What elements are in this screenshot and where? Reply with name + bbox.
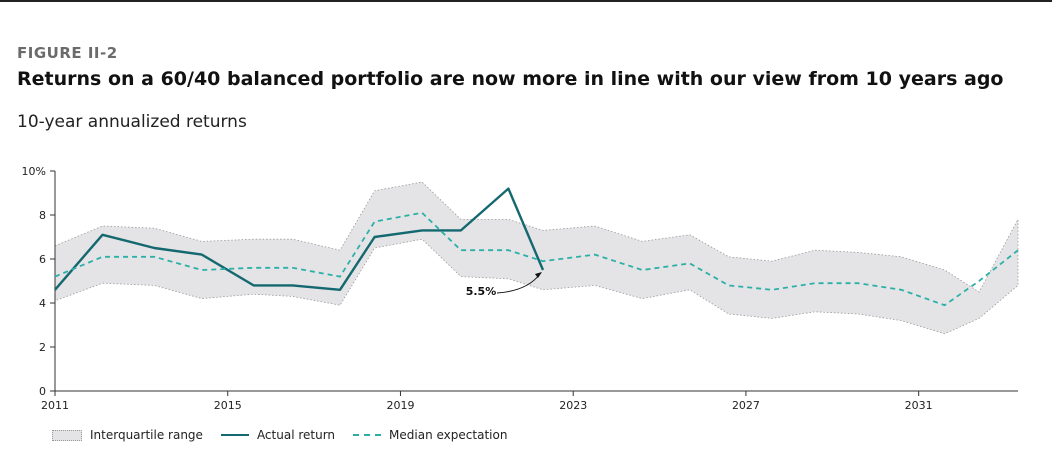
chart-subtitle: 10-year annualized returns: [17, 112, 247, 132]
legend-label-median: Median expectation: [389, 428, 508, 442]
x-tick-label: 2031: [905, 399, 933, 412]
legend-item-actual: Actual return: [220, 428, 336, 442]
axis-layer: 0 2 4 6 8 10% 2011 2015 2019 2023 2027 2031: [22, 165, 1018, 412]
y-tick-label: 6: [39, 253, 46, 266]
label-layer: 5.5%: [466, 272, 542, 298]
y-tick-label: 2: [39, 341, 46, 354]
legend-swatch-median: [353, 434, 382, 436]
y-tick-label: 8: [39, 209, 46, 222]
median-expectation-line: [54, 211, 1019, 307]
legend-label-range: Interquartile range: [90, 428, 203, 442]
y-tick-label: 0: [39, 385, 46, 398]
annotation-arrowhead: [534, 272, 542, 278]
x-tick-label: 2019: [386, 399, 414, 412]
legend-item-range: Interquartile range: [52, 428, 203, 442]
band-layer: [54, 181, 1019, 335]
legend-swatch-actual: [220, 434, 249, 436]
figure-label: FIGURE II-2: [17, 44, 118, 62]
line-layer: [54, 187, 1019, 307]
x-tick-label: 2027: [732, 399, 760, 412]
chart-title: Returns on a 60/40 balanced portfolio ar…: [17, 68, 1004, 90]
annotation-label: 5.5%: [466, 285, 497, 298]
legend-item-median: Median expectation: [353, 428, 507, 442]
legend-swatch-range: [52, 429, 82, 441]
actual-return-line: [54, 187, 545, 292]
y-tick-label: 10%: [22, 165, 46, 178]
legend: Interquartile range Actual return Median…: [52, 428, 525, 442]
x-tick-label: 2023: [559, 399, 587, 412]
x-tick-label: 2011: [41, 399, 69, 412]
x-tick-label: 2015: [214, 399, 242, 412]
legend-label-actual: Actual return: [256, 428, 336, 442]
interquartile-band: [54, 181, 1019, 335]
chart-canvas: 0 2 4 6 8 10% 2011 2015 2019 2023 2027 2031 5.5%: [22, 165, 1019, 412]
top-rule: [0, 0, 1052, 2]
y-tick-label: 4: [39, 297, 46, 310]
